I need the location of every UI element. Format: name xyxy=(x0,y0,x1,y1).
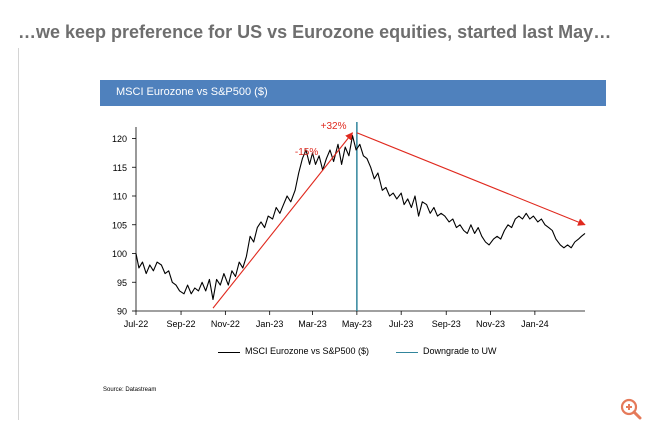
legend-label-downgrade: Downgrade to UW xyxy=(423,346,497,356)
chart-banner: MSCI Eurozone vs S&P500 ($) xyxy=(100,80,606,106)
x-tick-label: Sep-23 xyxy=(432,319,461,329)
x-tick-label: Jan-23 xyxy=(256,319,284,329)
source-note: Source: Datastream xyxy=(103,387,157,393)
annotation-arrow xyxy=(356,132,586,226)
x-tick-label: Nov-23 xyxy=(476,319,505,329)
y-tick-label: 90 xyxy=(117,307,127,317)
left-divider xyxy=(18,48,19,420)
y-tick-label: 100 xyxy=(112,249,127,259)
x-tick-label: Nov-22 xyxy=(211,319,240,329)
slide-headline: …we keep preference for US vs Eurozone e… xyxy=(18,22,612,42)
y-tick-label: 105 xyxy=(112,220,127,230)
legend-swatch-series xyxy=(218,352,240,353)
series-line-msci-eurozone-vs-sp500 xyxy=(135,135,586,301)
annotation-label: +32% xyxy=(321,121,347,132)
x-tick-label: Mar-23 xyxy=(298,319,327,329)
y-tick-label: 95 xyxy=(117,278,127,288)
legend-label-series: MSCI Eurozone vs S&P500 ($) xyxy=(245,346,370,356)
annotation-arrow xyxy=(212,132,353,309)
annotation-label: -15% xyxy=(295,147,318,158)
chart-title: MSCI Eurozone vs S&P500 ($) xyxy=(116,86,268,98)
x-tick-label: Jan-24 xyxy=(521,319,549,329)
y-tick-label: 115 xyxy=(113,163,127,173)
legend-swatch-downgrade xyxy=(396,352,418,353)
y-tick-label: 120 xyxy=(112,134,127,144)
zoom-in-icon[interactable] xyxy=(618,396,644,422)
x-tick-label: Jul-23 xyxy=(389,319,414,329)
x-tick-label: Sep-22 xyxy=(167,319,196,329)
x-tick-label: May-23 xyxy=(342,319,372,329)
y-tick-label: 110 xyxy=(113,192,127,202)
x-tick-label: Jul-22 xyxy=(124,319,149,329)
